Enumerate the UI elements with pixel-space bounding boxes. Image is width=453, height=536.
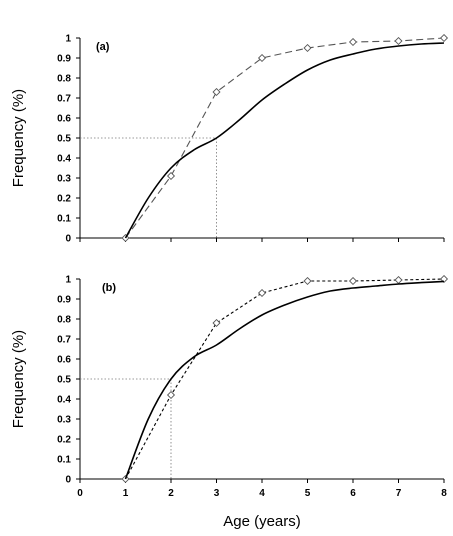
panel-b-x-tick-label: 6 [350,488,356,499]
panel-b-data-point [348,276,358,286]
panel-b-label: (b) [102,282,116,294]
panel-a-observed-line [125,37,445,239]
panel-b-y-tick-label: 0.7 [57,335,71,346]
panel-a-y-tick-label: 1 [65,34,71,45]
panel-b: 0 0.1 0.2 0.3 0.4 0.5 0.6 0.7 0.8 0.9 1 0 1 2 3 4 5 6 7 8 (b… [10,274,449,530]
panel-b-y-tick-label: 1 [65,275,71,286]
panel-a-y-tick-label: 0 [65,234,71,245]
panel-b-x-tick-label: 8 [441,488,447,499]
panel-a-y-tick-label: 0.1 [57,214,71,225]
panel-a-y-tick-label: 0.6 [57,114,71,125]
panel-a-data-point [348,37,358,47]
panel-a-y-tick-label: 0.7 [57,94,71,105]
panel-a: 0 0.1 0.2 0.3 0.4 0.5 0.6 0.7 0.8 0.9 1 (a) Frequenc… [10,33,449,245]
panel-b-y-tick-label: 0.6 [57,355,71,366]
panel-a-fitted-curve [124,42,445,239]
panel-b-y-tick-label: 0.2 [57,435,71,446]
panel-a-data-point [212,87,221,97]
panel-a-y-tick-label: 0.9 [57,54,71,65]
panel-b-y-tick-label: 0.4 [57,395,71,406]
panel-a-data-point [257,53,267,63]
panel-a-data-point [303,43,312,53]
panel-b-y-tick-label: 0.3 [57,415,71,426]
panel-b-x-tick-label: 4 [259,488,265,499]
panel-a-y-tick-label: 0.2 [57,194,71,205]
panel-b-y-axis-title: Frequency (%) [10,330,27,428]
panel-a-y-tick-label: 0.8 [57,74,71,85]
panel-a-data-point [394,36,403,46]
panel-b-y-tick-label: 0.8 [57,315,71,326]
panel-b-fitted-curve [124,280,445,480]
panel-b-data-point [303,276,312,286]
panel-b-x-tick-label: 1 [123,488,129,499]
panel-b-x-tick-label: 3 [214,488,220,499]
panel-b-y-tick-label: 0.5 [57,375,71,386]
panel-a-y-tick-label: 0.4 [57,154,71,165]
panel-b-y-tick-label: 0.9 [57,295,71,306]
panel-b-data-point [257,288,267,298]
panel-b-x-tick-label: 2 [168,488,174,499]
panel-a-data-point [166,171,176,181]
panel-b-y-tick-label: 0 [65,475,71,486]
panel-b-data-point [439,274,449,284]
panel-b-x-tick-label: 7 [396,488,402,499]
panel-a-data-point [439,33,449,43]
panel-b-data-point [212,318,221,328]
panel-b-x-axis-title: Age (years) [223,513,301,530]
panel-a-label: (a) [96,41,110,53]
panel-a-y-axis-title: Frequency (%) [10,89,27,187]
panel-a-y-tick-label: 0.5 [57,134,71,145]
panel-b-y-tick-label: 0.1 [57,455,71,466]
panel-b-x-tick-label: 0 [77,488,83,499]
panel-b-data-point [166,390,176,400]
panel-a-y-tick-label: 0.3 [57,174,71,185]
panel-b-observed-line [125,278,445,480]
panel-b-x-tick-label: 5 [305,488,311,499]
panel-b-data-point [394,275,403,285]
